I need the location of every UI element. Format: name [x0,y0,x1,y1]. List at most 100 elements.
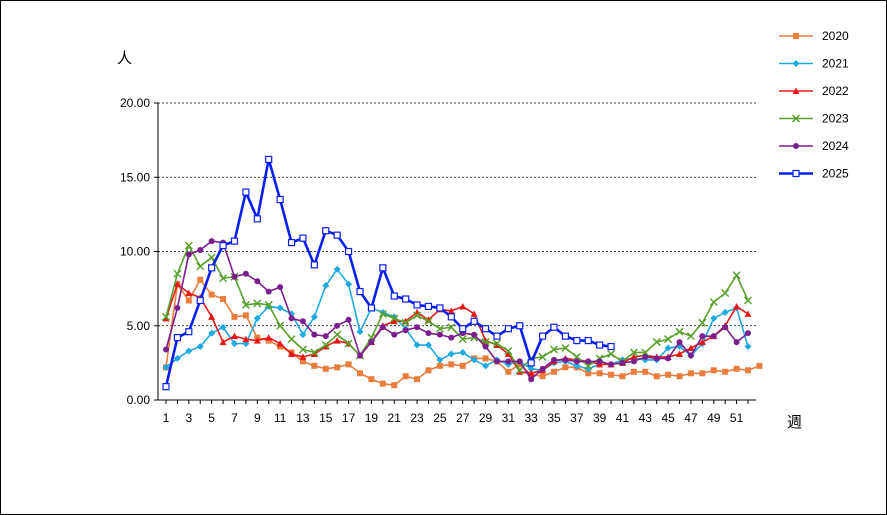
data-point [334,322,341,329]
data-point [505,358,512,365]
series-line [164,158,612,387]
data-point [391,331,398,338]
data-point [436,362,443,369]
data-point [539,365,546,372]
data-point [299,331,307,339]
x-tick-label: 1 [163,411,170,425]
data-point [390,317,398,325]
data-point [219,274,228,283]
data-point [676,373,683,380]
data-point [792,87,800,94]
data-point [710,367,717,374]
data-point [185,251,192,258]
gridlines [158,102,756,400]
data-point [310,313,318,321]
data-point [744,310,752,317]
series-2025 [162,155,615,391]
legend-label: 2023 [822,112,849,126]
data-point [208,313,216,320]
data-point [230,237,239,245]
data-point [276,304,284,312]
data-point [551,356,557,363]
data-point [162,314,170,322]
legend-label: 2020 [822,29,849,43]
data-point [208,264,216,272]
data-point [253,215,261,223]
data-point [230,332,238,340]
data-point [219,323,227,331]
data-point [676,339,683,346]
data-point [197,247,204,254]
data-point [493,341,501,349]
data-point [401,318,410,327]
data-point [699,333,706,340]
x-axis-unit-label: 週 [787,414,802,431]
data-point [608,361,615,368]
data-point [242,188,250,196]
data-point [208,329,216,337]
data-point [345,280,353,288]
data-point [288,315,295,322]
data-point [732,271,741,280]
data-point [561,343,570,353]
x-tick-label: 9 [254,411,261,425]
data-point [515,366,524,375]
data-point [721,308,729,316]
data-point [699,370,706,377]
data-point [664,344,672,352]
data-point [425,367,432,374]
data-point [607,342,615,351]
data-point [642,368,649,375]
data-point [173,354,181,362]
data-point [709,297,718,307]
data-point [504,325,512,333]
legend-entry-2021: 2021 [779,57,849,71]
data-point [402,327,409,334]
data-point [733,302,741,310]
data-point [185,347,193,355]
data-point [630,353,638,360]
y-tick-label: 10.00 [120,245,150,259]
data-point [163,346,169,353]
data-point [220,296,227,303]
data-point [573,337,581,345]
data-point [745,330,751,337]
data-point [333,265,341,273]
data-point [744,343,752,351]
data-point [652,338,661,347]
data-point [792,60,800,67]
data-point [641,348,650,357]
data-point [549,345,559,354]
data-point [333,231,341,239]
x-tick-label: 31 [502,411,516,425]
data-point [379,324,386,331]
x-tick-label: 41 [616,411,630,425]
data-point [459,348,467,356]
x-tick-label: 13 [296,411,310,425]
data-point [333,337,341,344]
x-tick-label: 29 [479,411,493,425]
data-point [687,344,695,352]
data-point [333,330,342,339]
data-point [721,289,730,298]
y-axis-unit-label: 人 [117,50,132,67]
data-point [379,264,387,272]
data-point [196,296,204,305]
data-point [482,343,489,350]
x-tick-label: 47 [684,411,698,425]
data-point [687,352,694,359]
data-point [276,340,284,347]
data-point [573,362,581,370]
data-point [264,300,273,309]
data-point [276,321,285,330]
data-point [630,368,637,375]
data-point [733,365,740,372]
x-tick-label: 27 [456,411,470,425]
data-point [448,361,455,368]
data-point [562,364,569,371]
data-point [173,280,181,288]
data-point [311,362,318,369]
legend-label: 2022 [822,84,849,98]
data-point [516,322,524,330]
